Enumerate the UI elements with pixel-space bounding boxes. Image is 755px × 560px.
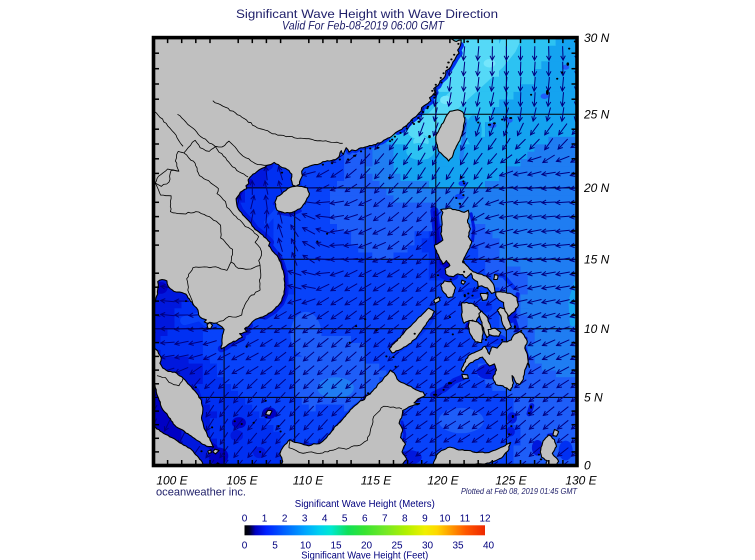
svg-text:9: 9 xyxy=(422,514,428,525)
svg-text:7: 7 xyxy=(382,514,388,525)
svg-text:11: 11 xyxy=(460,514,471,525)
svg-text:130 E: 130 E xyxy=(565,474,597,488)
svg-text:100 E: 100 E xyxy=(156,474,188,488)
svg-text:8: 8 xyxy=(402,514,408,525)
svg-text:15 N: 15 N xyxy=(584,252,610,266)
svg-text:5 N: 5 N xyxy=(584,391,603,405)
svg-text:1: 1 xyxy=(262,514,268,525)
svg-text:20 N: 20 N xyxy=(583,181,610,195)
svg-text:30: 30 xyxy=(422,541,434,552)
svg-text:110 E: 110 E xyxy=(293,474,324,488)
svg-text:15: 15 xyxy=(330,541,342,552)
svg-text:2: 2 xyxy=(282,514,288,525)
svg-text:120 E: 120 E xyxy=(427,474,459,488)
svg-text:25: 25 xyxy=(391,541,403,552)
svg-text:10: 10 xyxy=(300,541,312,552)
svg-text:3: 3 xyxy=(302,514,308,525)
svg-text:Valid For Feb-08-2019 06:00 GM: Valid For Feb-08-2019 06:00 GMT xyxy=(282,20,445,32)
svg-text:6: 6 xyxy=(362,514,368,525)
svg-text:10: 10 xyxy=(439,514,451,525)
svg-text:5: 5 xyxy=(272,541,278,552)
svg-text:10 N: 10 N xyxy=(584,322,610,336)
svg-text:25 N: 25 N xyxy=(583,108,610,122)
svg-text:Significant Wave Height with W: Significant Wave Height with Wave Direct… xyxy=(236,7,498,21)
svg-text:115 E: 115 E xyxy=(361,474,392,488)
svg-text:35: 35 xyxy=(452,541,464,552)
svg-text:20: 20 xyxy=(361,541,373,552)
svg-text:0: 0 xyxy=(242,541,248,552)
svg-text:0: 0 xyxy=(584,459,591,473)
svg-text:105 E: 105 E xyxy=(226,474,258,488)
svg-text:5: 5 xyxy=(342,514,348,525)
svg-text:125 E: 125 E xyxy=(495,474,527,488)
svg-text:30 N: 30 N xyxy=(584,31,610,45)
svg-text:12: 12 xyxy=(479,514,491,525)
svg-text:Significant Wave Height (Meter: Significant Wave Height (Meters) xyxy=(295,499,435,510)
svg-text:Significant Wave Height (Feet): Significant Wave Height (Feet) xyxy=(301,551,428,560)
svg-text:Plotted at Feb 08, 2019 01:45: Plotted at Feb 08, 2019 01:45 GMT xyxy=(461,486,578,496)
svg-text:40: 40 xyxy=(483,541,495,552)
svg-text:0: 0 xyxy=(242,514,248,525)
svg-text:4: 4 xyxy=(322,514,328,525)
svg-text:oceanweather inc.: oceanweather inc. xyxy=(156,487,246,499)
